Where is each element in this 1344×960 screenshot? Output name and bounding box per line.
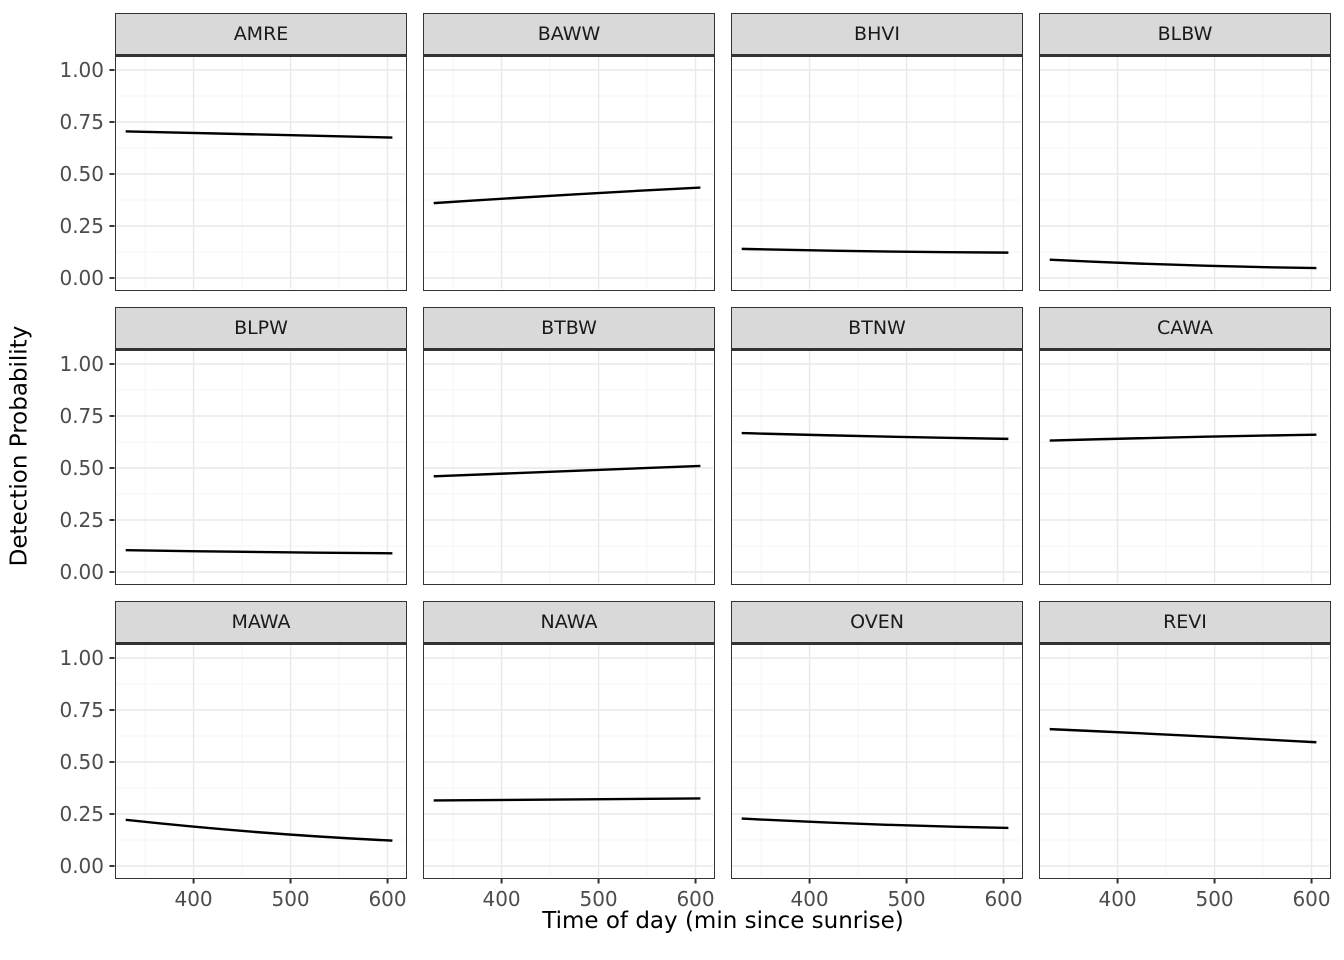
x-tick-label: 600 — [368, 887, 406, 911]
y-tick-label: 0.25 — [59, 508, 104, 532]
trend-line-BLBW — [1049, 258, 1317, 270]
facet-NAWA: NAWA 400 500 600 — [423, 601, 715, 911]
y-tick-label: 0.75 — [59, 698, 104, 722]
trend-line-NAWA — [433, 797, 701, 802]
trend-line-CAWA — [1049, 433, 1317, 442]
y-tick-label: 0.75 — [59, 404, 104, 428]
facet-MAWA: MAWA 1.00 0.75 0.50 0.25 0.00 400 500 600 — [59, 601, 407, 911]
x-tick-label: 600 — [676, 887, 714, 911]
x-tick-label: 600 — [1292, 887, 1330, 911]
facet-plot-CAWA — [1040, 351, 1329, 583]
x-tick-label: 500 — [1195, 887, 1233, 911]
y-tick-label: 0.00 — [59, 560, 104, 584]
x-tick-label: 500 — [887, 887, 925, 911]
facet-strip-NAWA: NAWA — [423, 601, 715, 644]
facet-panel-MAWA: 1.00 0.75 0.50 0.25 0.00 400 500 600 — [59, 644, 407, 911]
facet-panel-NAWA: 400 500 600 — [423, 644, 715, 911]
y-tick-label: 0.25 — [59, 802, 104, 826]
trend-line-REVI — [1049, 727, 1317, 744]
facet-panel-BAWW — [423, 56, 715, 291]
y-tick-label: 0.50 — [59, 750, 104, 774]
x-tick-label: 500 — [579, 887, 617, 911]
facet-REVI: REVI 400 500 600 — [1039, 601, 1331, 911]
facet-CAWA: CAWA — [1039, 307, 1331, 585]
trend-line-BLPW — [125, 548, 393, 555]
facet-plot-BTNW — [732, 351, 1021, 583]
facet-strip-MAWA: MAWA — [115, 601, 407, 644]
y-tick-label: 0.25 — [59, 214, 104, 238]
facet-panel-BLPW: 1.00 0.75 0.50 0.25 0.00 — [59, 350, 407, 585]
y-tick-label: 0.50 — [59, 162, 104, 186]
facet-plot-BTBW — [424, 351, 713, 583]
facet-plot-BLBW — [1040, 57, 1329, 289]
y-tick-label: 1.00 — [59, 58, 104, 82]
y-tick-label: 0.50 — [59, 456, 104, 480]
facet-panel-BTNW — [731, 350, 1023, 585]
facet-strip-OVEN: OVEN — [731, 601, 1023, 644]
facet-OVEN: OVEN 400 500 600 — [731, 601, 1023, 911]
facet-plot-BHVI — [732, 57, 1021, 289]
facet-plot-BLPW: 1.00 0.75 0.50 0.25 0.00 — [59, 351, 405, 584]
trend-line-OVEN — [741, 817, 1009, 830]
trend-line-BAWW — [433, 186, 701, 205]
y-axis-title: Detection Probability — [2, 13, 36, 879]
x-tick-label: 600 — [984, 887, 1022, 911]
facet-strip-BTBW: BTBW — [423, 307, 715, 350]
facet-panel-BTBW — [423, 350, 715, 585]
facet-strip-CAWA: CAWA — [1039, 307, 1331, 350]
x-tick-label: 400 — [790, 887, 828, 911]
facet-panel-BHVI — [731, 56, 1023, 291]
x-tick-label: 400 — [174, 887, 212, 911]
facet-panel-CAWA — [1039, 350, 1331, 585]
y-axis-title-text: Detection Probability — [6, 325, 32, 567]
trend-line-BTNW — [741, 431, 1009, 441]
facet-strip-AMRE: AMRE — [115, 13, 407, 56]
trend-line-AMRE — [125, 130, 393, 139]
trend-line-BHVI — [741, 247, 1009, 254]
y-tick-label: 1.00 — [59, 352, 104, 376]
facet-BTNW: BTNW — [731, 307, 1023, 585]
facet-strip-BAWW: BAWW — [423, 13, 715, 56]
facet-BTBW: BTBW — [423, 307, 715, 585]
y-tick-label: 0.00 — [59, 266, 104, 290]
facet-BLPW: BLPW 1.00 0.75 0.50 0.25 0.00 — [59, 307, 407, 585]
facet-plot-OVEN: 400 500 600 — [732, 645, 1023, 911]
facet-plot-BAWW — [424, 57, 713, 289]
facet-plot-REVI: 400 500 600 — [1040, 645, 1331, 911]
facet-panel-REVI: 400 500 600 — [1039, 644, 1331, 911]
facet-strip-BLPW: BLPW — [115, 307, 407, 350]
facet-grid: AMRE 1.00 0.75 0.50 0.25 0.00 BAWW BHVI BLBW BLPW… — [59, 13, 1331, 911]
facet-strip-BTNW: BTNW — [731, 307, 1023, 350]
facet-plot-AMRE: 1.00 0.75 0.50 0.25 0.00 — [59, 57, 405, 290]
facet-panel-BLBW — [1039, 56, 1331, 291]
facet-panel-OVEN: 400 500 600 — [731, 644, 1023, 911]
facet-strip-BLBW: BLBW — [1039, 13, 1331, 56]
x-tick-label: 500 — [271, 887, 309, 911]
facet-plot-NAWA: 400 500 600 — [424, 645, 715, 911]
y-tick-label: 1.00 — [59, 646, 104, 670]
x-tick-label: 400 — [482, 887, 520, 911]
facet-BAWW: BAWW — [423, 13, 715, 291]
facet-strip-BHVI: BHVI — [731, 13, 1023, 56]
trend-line-BTBW — [433, 464, 701, 478]
facet-BLBW: BLBW — [1039, 13, 1331, 291]
facet-plot-MAWA: 1.00 0.75 0.50 0.25 0.00 400 500 600 — [59, 645, 407, 911]
facet-AMRE: AMRE 1.00 0.75 0.50 0.25 0.00 — [59, 13, 407, 291]
facet-strip-REVI: REVI — [1039, 601, 1331, 644]
facet-panel-AMRE: 1.00 0.75 0.50 0.25 0.00 — [59, 56, 407, 291]
x-tick-label: 400 — [1098, 887, 1136, 911]
x-axis-title: Time of day (min since sunrise) — [542, 908, 904, 934]
trend-line-MAWA — [125, 818, 393, 842]
y-tick-label: 0.00 — [59, 854, 104, 878]
y-tick-label: 0.75 — [59, 110, 104, 134]
facet-BHVI: BHVI — [731, 13, 1023, 291]
